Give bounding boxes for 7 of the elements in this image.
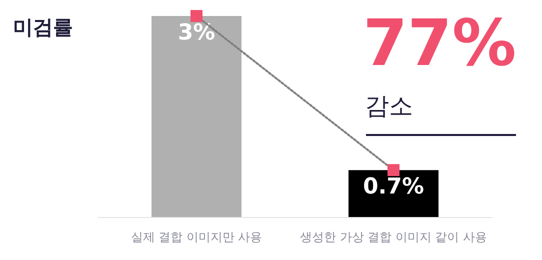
- data-label: 3%: [178, 20, 216, 46]
- data-label: 0.7%: [362, 174, 424, 200]
- chart-title: 미검률: [13, 15, 73, 39]
- x-tick-label: 실제 결합 이미지만 사용: [130, 230, 262, 244]
- x-tick-label: 생성한 가상 결합 이미지 같이 사용: [300, 230, 488, 244]
- annotation: 77%: [363, 7, 516, 81]
- annotation: 감소: [365, 92, 413, 120]
